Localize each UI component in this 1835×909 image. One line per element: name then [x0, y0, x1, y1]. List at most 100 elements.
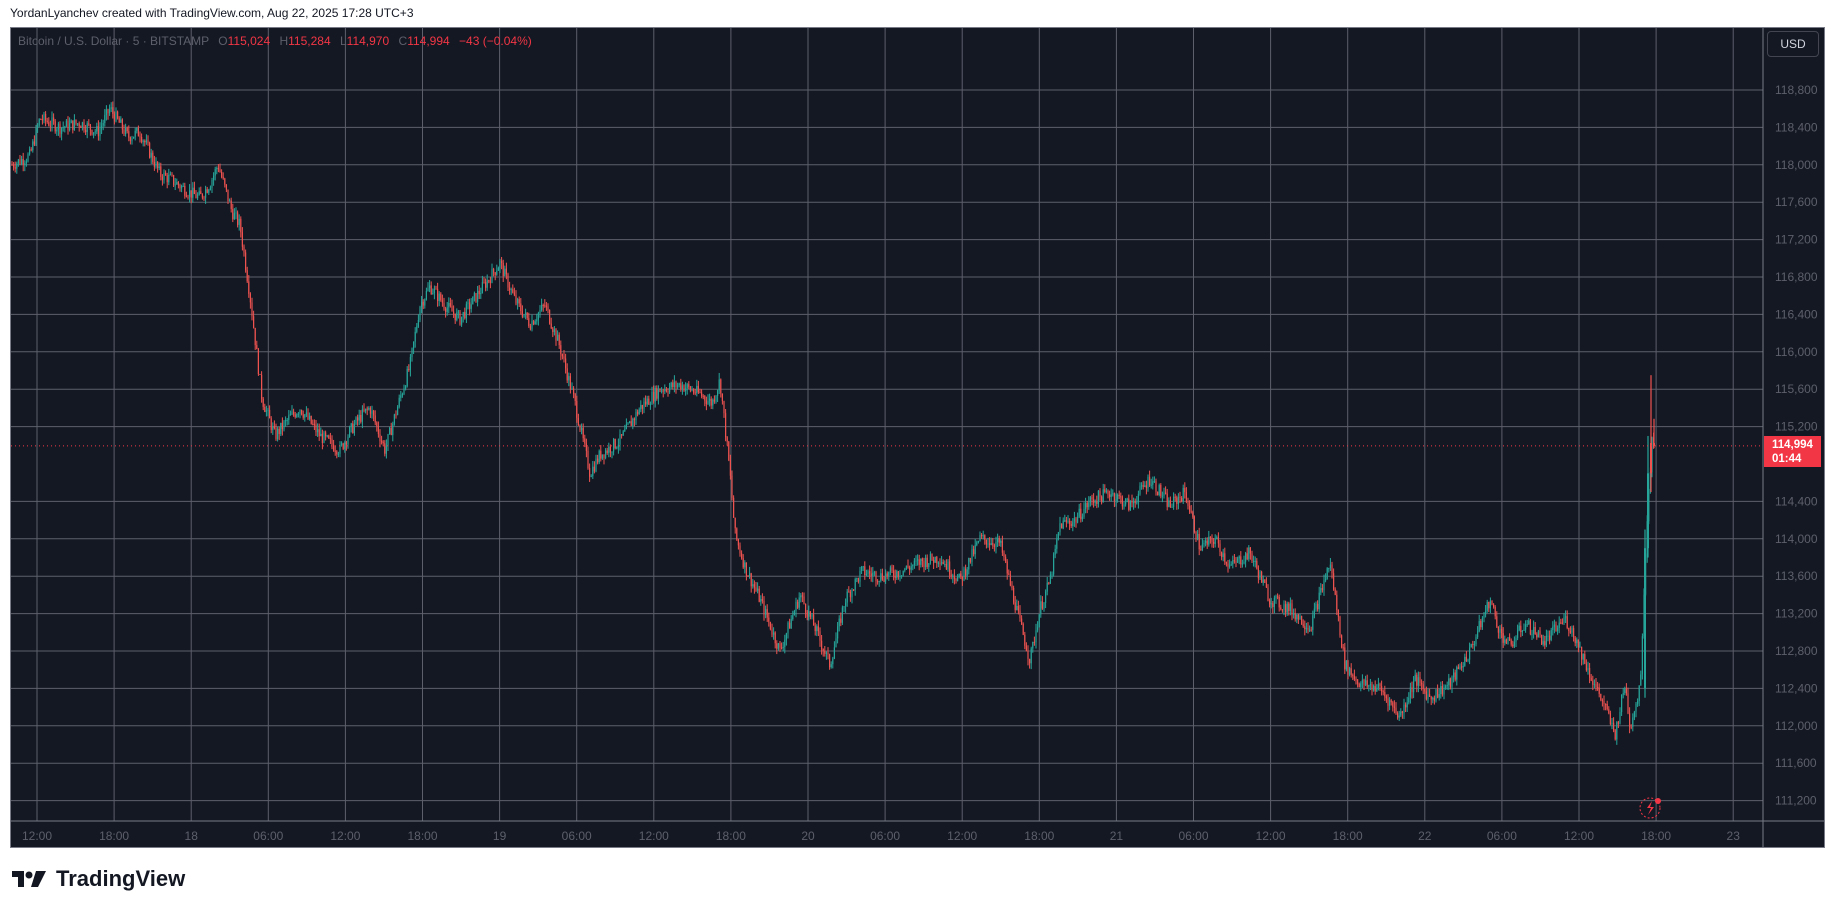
candle-body: [1187, 501, 1189, 507]
candle-body: [475, 293, 477, 302]
candle-body: [733, 497, 735, 518]
price-axis-label: 114,000: [1775, 532, 1818, 546]
candle-body: [857, 578, 859, 582]
candle-body: [1464, 656, 1466, 666]
candle-body: [1374, 686, 1376, 692]
candle-body: [11, 164, 13, 166]
candle-body: [221, 171, 223, 177]
candle-body: [929, 553, 931, 564]
candle-body: [990, 543, 992, 545]
candle-body: [585, 443, 587, 451]
candle-body: [133, 136, 135, 139]
candle-body: [742, 558, 744, 568]
candle-body: [1449, 678, 1451, 687]
candle-body: [814, 625, 816, 632]
candle-body: [1453, 672, 1455, 678]
candle-body: [275, 428, 277, 439]
candle-body: [771, 629, 773, 635]
candle-body: [491, 268, 493, 283]
candle-body: [576, 400, 578, 418]
candle-body: [1369, 684, 1371, 686]
candle-body: [235, 212, 237, 214]
candle-body: [104, 115, 106, 124]
candle-body: [777, 643, 779, 649]
price-axis-label: 114,400: [1775, 494, 1818, 508]
candle-body: [928, 563, 930, 567]
currency-button[interactable]: USD: [1767, 31, 1819, 57]
candle-body: [37, 125, 39, 128]
candle-body: [504, 268, 506, 277]
candle-body: [1256, 560, 1258, 569]
candle-body: [573, 388, 575, 395]
candle-body: [773, 632, 775, 635]
candle-body: [216, 168, 218, 170]
candle-body: [448, 302, 450, 308]
candle-body: [611, 451, 613, 453]
candle-body: [345, 442, 347, 445]
candle-body: [1326, 568, 1328, 580]
candle-body: [1337, 610, 1339, 617]
candle-body: [65, 120, 67, 127]
candle-body: [995, 541, 997, 547]
candle-body: [937, 562, 939, 564]
candle-body: [1416, 674, 1418, 686]
candle-body: [1214, 538, 1216, 544]
candle-body: [603, 454, 605, 458]
candle-body: [1072, 521, 1074, 527]
tradingview-logo[interactable]: TradingView: [12, 866, 185, 892]
chart-panel[interactable]: [10, 27, 1825, 848]
candle-body: [1307, 627, 1309, 630]
candle-body: [640, 404, 642, 410]
candle-body: [873, 572, 875, 574]
candle-body: [1644, 548, 1646, 689]
candle-body: [227, 189, 229, 202]
candle-body: [326, 435, 328, 437]
candle-body: [1461, 666, 1463, 668]
price-axis-label: 113,200: [1775, 607, 1818, 621]
candle-body: [896, 571, 898, 578]
candle-body: [1153, 481, 1155, 483]
candle-body: [107, 109, 109, 114]
symbol-name: Bitcoin / U.S. Dollar · 5 · BITSTAMP: [18, 34, 209, 48]
candle-body: [677, 385, 679, 388]
candle-body: [1203, 543, 1205, 545]
candle-body: [1549, 635, 1551, 640]
candle-body: [408, 368, 410, 371]
candle-body: [605, 450, 607, 458]
candle-body: [616, 447, 618, 449]
candle-body: [291, 411, 293, 415]
candle-body: [592, 466, 594, 477]
candle-body: [1425, 691, 1427, 700]
candle-body: [449, 302, 451, 307]
candle-body: [62, 127, 64, 129]
price-axis-label: 117,600: [1775, 195, 1818, 209]
candle-body: [493, 268, 495, 273]
lightning-icon[interactable]: [1639, 797, 1661, 819]
time-axis-label: 12:00: [639, 829, 669, 843]
candle-body: [734, 517, 736, 529]
bar-countdown: 01:44: [1772, 453, 1802, 465]
candle-body: [1630, 726, 1632, 728]
candle-body: [1353, 675, 1355, 680]
candle-body: [465, 303, 467, 319]
candle-body: [1608, 709, 1610, 714]
candle-body: [878, 580, 880, 582]
candle-body: [80, 126, 82, 128]
candle-body: [624, 429, 626, 432]
candle-body: [73, 119, 75, 130]
candle-body: [976, 542, 978, 545]
candle-body: [1165, 492, 1167, 494]
candle-body: [941, 562, 943, 564]
candle-body: [1513, 641, 1515, 647]
candle-body: [392, 423, 394, 436]
candle-body: [470, 304, 472, 309]
candle-body: [1134, 501, 1136, 503]
candle-body: [254, 327, 256, 346]
candle-body: [1213, 541, 1215, 544]
candle-body: [1577, 639, 1579, 647]
time-axis-label: 18:00: [407, 829, 437, 843]
candle-body: [741, 553, 743, 559]
candle-body: [453, 311, 455, 314]
candle-body: [840, 618, 842, 623]
